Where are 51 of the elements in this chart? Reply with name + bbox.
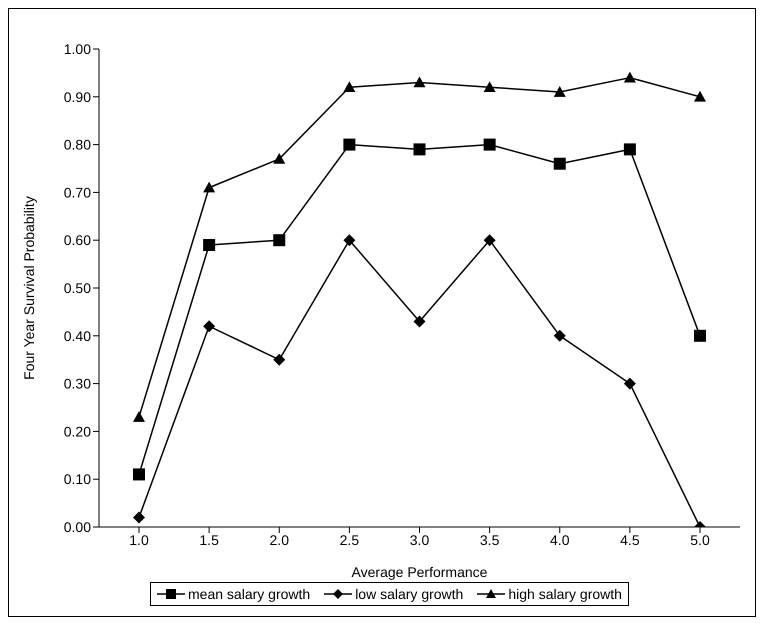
x-tick-label: 1.0 [129, 532, 149, 548]
point [133, 468, 145, 480]
x-tick-label: 2.5 [340, 532, 360, 548]
y-tick-label: 0.30 [64, 376, 92, 392]
point [624, 378, 636, 390]
x-tick-label: 3.0 [410, 532, 430, 548]
x-tick-label: 5.0 [690, 532, 710, 548]
x-tick-label: 4.5 [620, 532, 640, 548]
legend-label: high salary growth [508, 586, 622, 602]
point [414, 76, 426, 88]
x-axis-title: Average Performance [352, 564, 488, 580]
point [414, 143, 426, 156]
y-tick-label: 1.00 [64, 40, 92, 57]
y-tick-label: 0.00 [64, 518, 92, 535]
point [694, 90, 706, 102]
y-tick-label: 0.10 [64, 471, 92, 488]
point [133, 411, 145, 422]
point [273, 354, 286, 366]
legend-label: low salary growth [355, 586, 464, 602]
point [343, 234, 356, 246]
point [554, 158, 566, 170]
point [484, 234, 496, 246]
point [624, 72, 636, 82]
point [554, 330, 566, 342]
y-tick-label: 0.50 [64, 280, 92, 296]
x-tick-label: 4.0 [550, 532, 570, 548]
point [484, 138, 496, 151]
point [273, 152, 286, 164]
point [624, 143, 636, 156]
x-tick-label: 3.5 [480, 532, 500, 548]
point [133, 511, 145, 524]
point [554, 86, 566, 97]
point [414, 315, 426, 328]
point [203, 320, 216, 332]
y-tick-label: 0.70 [64, 184, 92, 200]
point [203, 238, 216, 251]
y-axis-title: Four Year Survival Probability [20, 196, 37, 380]
y-tick-label: 0.80 [64, 136, 92, 153]
legend-label: mean salary growth [188, 586, 310, 602]
point [694, 330, 706, 342]
y-tick-label: 0.60 [64, 232, 92, 248]
x-tick-label: 1.5 [199, 532, 220, 548]
point [484, 81, 496, 92]
point [203, 182, 216, 192]
x-tick-label: 2.0 [270, 532, 290, 548]
y-tick-label: 0.20 [64, 423, 92, 440]
point [343, 81, 356, 92]
y-tick-label: 0.90 [64, 88, 92, 105]
point [343, 138, 356, 151]
y-tick-label: 0.40 [64, 328, 92, 344]
point [273, 234, 286, 246]
